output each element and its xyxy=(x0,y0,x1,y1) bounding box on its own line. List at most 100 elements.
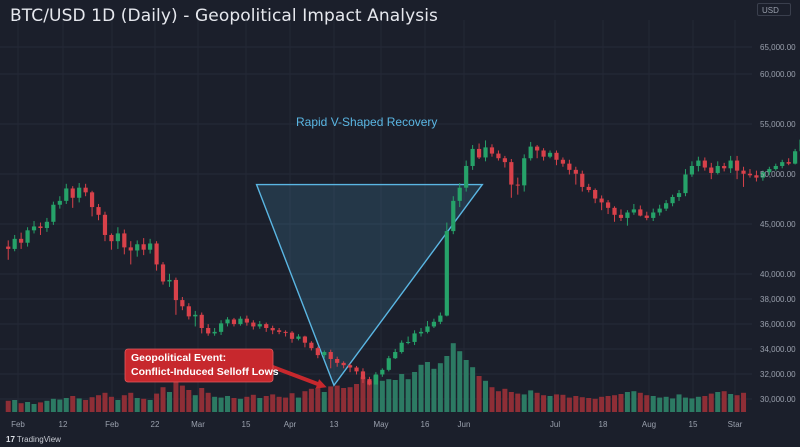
candle xyxy=(618,209,624,222)
volume-bar xyxy=(592,398,598,412)
candle xyxy=(148,238,153,254)
candle xyxy=(89,190,95,217)
volume-bar xyxy=(412,372,418,412)
volume-bar xyxy=(399,374,405,412)
candle xyxy=(496,150,501,161)
candle-body xyxy=(599,198,604,203)
candle xyxy=(19,232,24,249)
candle-body xyxy=(264,324,269,328)
candle xyxy=(12,234,17,252)
candle xyxy=(289,331,295,343)
volume-bar xyxy=(18,403,24,412)
volume-bar xyxy=(147,400,153,412)
candle xyxy=(431,318,437,328)
candle-body xyxy=(580,173,585,187)
event-label-line1: Geopolitical Event: xyxy=(131,352,226,364)
volume-bar xyxy=(192,395,198,412)
candle-body xyxy=(631,209,636,213)
volume-bar xyxy=(218,397,224,412)
volume-bar xyxy=(612,395,618,412)
candle-body xyxy=(347,365,353,368)
candle-body xyxy=(683,174,688,194)
volume-bar xyxy=(708,393,714,412)
currency-selector[interactable]: USD xyxy=(757,3,791,16)
volume-bar xyxy=(212,396,218,412)
candle xyxy=(573,166,578,185)
x-tick-label: Star xyxy=(728,420,743,429)
candle-body xyxy=(722,165,727,169)
volume-bar xyxy=(657,397,663,412)
candle-body xyxy=(412,333,417,342)
candle xyxy=(515,177,520,195)
candle-body xyxy=(438,315,443,322)
candle xyxy=(122,229,127,255)
candle-body xyxy=(644,215,649,218)
x-tick-label: 18 xyxy=(599,420,608,429)
candle xyxy=(670,194,675,207)
event-callout: Geopolitical Event: Conflict-Induced Sel… xyxy=(124,348,327,389)
candle xyxy=(96,203,101,221)
candle-body xyxy=(406,341,411,343)
candle xyxy=(676,190,682,201)
volume-bar xyxy=(134,398,140,412)
candle xyxy=(180,296,185,311)
candle-body xyxy=(135,244,140,251)
candle xyxy=(244,315,249,326)
volume-bar xyxy=(689,398,695,412)
candle-body xyxy=(148,243,153,250)
candle xyxy=(193,310,198,327)
candle xyxy=(154,241,159,271)
volume-bar xyxy=(44,400,50,412)
candle-body xyxy=(593,190,598,199)
candle-body xyxy=(612,207,617,215)
volume-bar xyxy=(476,376,482,412)
candle-body xyxy=(535,146,540,151)
candle-body xyxy=(657,208,662,213)
candle-body xyxy=(231,319,237,325)
volume-bar xyxy=(76,398,82,412)
candle xyxy=(547,150,553,159)
candle xyxy=(657,204,662,216)
volume-bar xyxy=(541,395,547,412)
candle xyxy=(264,322,269,332)
candle-body xyxy=(141,244,146,250)
candle xyxy=(77,183,82,203)
candle-body xyxy=(302,336,308,343)
x-tick-label: 15 xyxy=(689,420,698,429)
candle-body xyxy=(218,323,224,332)
candle xyxy=(502,155,507,168)
candle-body xyxy=(747,173,753,176)
volume-bar xyxy=(154,393,160,412)
y-tick-label: 38,000.00 xyxy=(760,295,796,304)
volume-bar xyxy=(366,380,372,412)
candle xyxy=(612,206,617,222)
volume-bar xyxy=(96,395,102,412)
candle-body xyxy=(489,147,495,154)
candle xyxy=(367,376,372,386)
volume-bar xyxy=(431,368,437,412)
candle xyxy=(786,158,791,166)
volume-bar xyxy=(741,392,747,412)
candle xyxy=(102,211,108,242)
candle-body xyxy=(560,159,566,164)
volume-bar xyxy=(237,398,243,412)
chart-grid xyxy=(0,20,752,410)
volume-bar xyxy=(682,397,688,412)
volume-bar xyxy=(5,400,11,412)
candle-body xyxy=(457,187,462,201)
candle-body xyxy=(193,314,198,317)
candle-body xyxy=(109,234,114,242)
candle-body xyxy=(128,247,133,251)
candle-body xyxy=(122,233,127,248)
candle xyxy=(38,222,43,235)
tradingview-logo-icon: 17 xyxy=(6,435,15,444)
y-tick-label: 65,000.00 xyxy=(760,43,796,52)
x-axis: Feb 12 Feb 22 Mar 15 Apr 13 May 16 Jun Jul 18 Aug 15 St… xyxy=(11,420,743,429)
candle xyxy=(380,368,385,377)
x-tick-label: 12 xyxy=(59,420,68,429)
candle-body xyxy=(257,324,262,327)
volume-bar xyxy=(354,384,360,412)
candle xyxy=(238,316,243,326)
candle-body xyxy=(289,332,295,339)
